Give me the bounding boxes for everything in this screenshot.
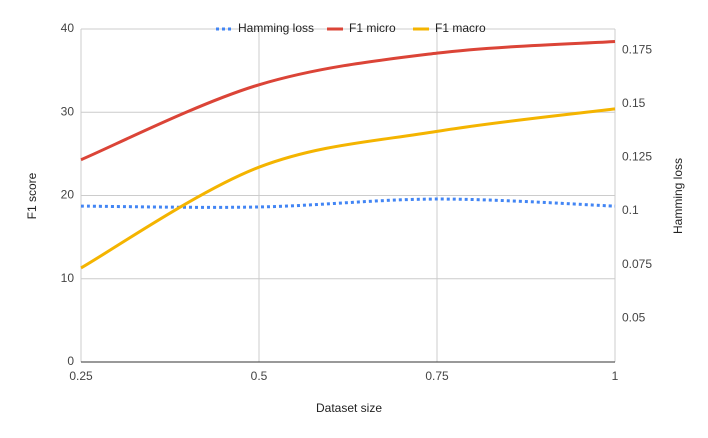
y-axis-label: F1 score bbox=[25, 172, 39, 219]
x-tick-label: 0.5 bbox=[251, 369, 268, 383]
x-tick-label: 0.75 bbox=[425, 369, 449, 383]
x-tick-label: 0.25 bbox=[69, 369, 93, 383]
legend-label: F1 micro bbox=[349, 21, 396, 35]
y2-tick-label: 0.125 bbox=[622, 150, 652, 164]
x-axis-label: Dataset size bbox=[316, 401, 382, 415]
legend-label: Hamming loss bbox=[238, 21, 314, 35]
y2-tick-label: 0.05 bbox=[622, 310, 646, 324]
y2-tick-label: 0.175 bbox=[622, 42, 652, 56]
y-tick-label: 0 bbox=[67, 354, 74, 368]
y2-tick-label: 0.1 bbox=[622, 203, 639, 217]
y-tick-label: 20 bbox=[61, 188, 75, 202]
y-tick-label: 40 bbox=[61, 21, 75, 35]
series-line bbox=[80, 39, 616, 162]
y2-tick-label: 0.15 bbox=[622, 96, 646, 110]
y-tick-label: 10 bbox=[61, 271, 75, 285]
series-line bbox=[80, 197, 616, 209]
y-tick-label: 30 bbox=[61, 104, 75, 118]
series-line bbox=[80, 107, 616, 270]
y2-axis-label: Hamming loss bbox=[671, 158, 685, 234]
legend-label: F1 macro bbox=[435, 21, 486, 35]
y2-tick-label: 0.075 bbox=[622, 257, 652, 271]
x-tick-label: 1 bbox=[612, 369, 619, 383]
